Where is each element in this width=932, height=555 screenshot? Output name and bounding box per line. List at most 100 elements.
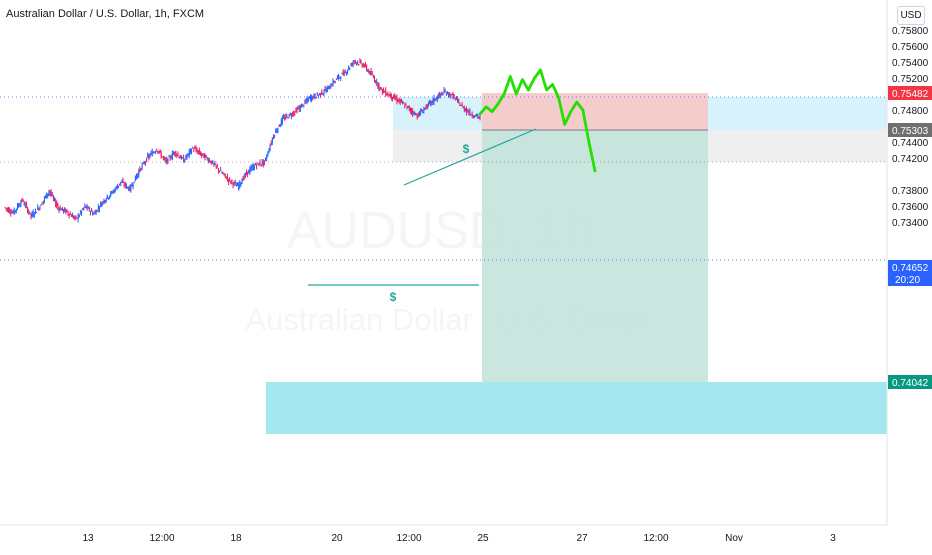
upper-trendline[interactable]	[403, 128, 537, 186]
candle-body	[317, 95, 319, 97]
candle-body	[195, 147, 197, 151]
candle-body	[261, 161, 263, 165]
candle-body	[242, 177, 244, 181]
candle-body	[473, 116, 475, 118]
candle-body	[259, 162, 261, 165]
candle-body	[130, 184, 132, 191]
candle-body	[120, 181, 122, 184]
candle-body	[173, 153, 175, 155]
candle-body	[359, 60, 361, 63]
candle-body	[237, 184, 239, 186]
candle-body	[131, 185, 133, 187]
candle-body	[461, 104, 463, 106]
candle-body	[303, 105, 305, 107]
candle-body	[328, 85, 330, 87]
candle-body	[323, 92, 325, 94]
candle-body	[288, 114, 290, 118]
candle-body	[342, 72, 344, 75]
candle-body	[97, 206, 99, 210]
candle-body	[143, 163, 145, 165]
time-tick-5: 25	[477, 533, 489, 544]
candle-body	[36, 211, 38, 213]
candle-body	[374, 77, 376, 82]
candle-body	[306, 98, 308, 102]
candle-body	[274, 135, 276, 137]
candle-body	[422, 112, 424, 114]
candle-body	[352, 62, 354, 64]
currency-button[interactable]: USD	[897, 6, 925, 25]
candle-body	[4, 207, 6, 209]
candle-body	[343, 71, 345, 76]
candle-body	[205, 155, 207, 157]
candle-body	[210, 161, 212, 163]
demand-zone[interactable]	[266, 382, 887, 434]
candle-body	[102, 201, 104, 203]
candle-body	[244, 173, 246, 177]
candle-body	[430, 100, 432, 104]
candle-body	[360, 61, 362, 64]
candle-body	[402, 102, 404, 104]
candle-body	[166, 158, 168, 163]
candle-body	[118, 185, 120, 187]
candle-body	[193, 149, 195, 151]
candle-body	[220, 170, 222, 172]
candle-body	[66, 209, 68, 212]
candle-body	[265, 157, 267, 161]
candle-body	[420, 111, 422, 115]
candle-body	[96, 210, 98, 212]
candle-body	[90, 211, 92, 213]
candle-body	[285, 115, 287, 119]
candle-body	[468, 111, 470, 114]
candle-body	[396, 97, 398, 102]
candle-body	[81, 210, 83, 214]
candle-body	[426, 104, 428, 109]
price-tag-1	[888, 123, 932, 137]
stop-loss-zone[interactable]	[482, 93, 708, 130]
candle-body	[424, 107, 426, 109]
time-axis-ticks: 13 12:00 18 20 12:00 25 27 12:00 Nov 3	[82, 533, 836, 544]
candle-body	[164, 157, 166, 159]
candle-body	[322, 93, 324, 95]
candle-body	[456, 98, 458, 100]
candle-body	[264, 160, 266, 163]
candle-body	[390, 93, 392, 99]
price-projection[interactable]	[478, 68, 597, 173]
candle-body	[292, 113, 294, 116]
candle-body	[436, 96, 438, 100]
price-tick-7: 0.74200	[892, 154, 929, 165]
time-axis[interactable]	[0, 525, 887, 550]
candle-body	[404, 106, 406, 108]
candle-body	[471, 114, 473, 116]
candle-body	[472, 116, 474, 118]
candle-body	[284, 117, 286, 120]
candle-body	[28, 211, 30, 213]
candle-body	[123, 184, 125, 186]
candle-body	[377, 82, 379, 88]
price-tag-2	[888, 260, 932, 286]
candle-body	[17, 204, 19, 210]
candle-body	[211, 160, 213, 165]
candle-body	[106, 194, 108, 198]
candle-body	[339, 76, 341, 78]
candle-body	[75, 216, 77, 218]
candle-body	[204, 155, 206, 160]
candle-body	[361, 64, 363, 67]
candle-body	[47, 193, 49, 197]
price-tag-label-3: 0.74042	[892, 378, 929, 389]
candle-body	[414, 113, 416, 116]
candle-body	[405, 104, 407, 106]
candle-body	[448, 92, 450, 96]
candle-body	[298, 107, 300, 110]
candle-body	[160, 153, 162, 158]
candle-body	[8, 208, 10, 213]
candle-body	[267, 153, 269, 155]
candle-body	[258, 163, 260, 166]
candle-body	[465, 109, 467, 111]
candle-body	[458, 99, 460, 102]
candle-body	[462, 106, 464, 109]
candle-body	[20, 202, 22, 206]
candle-body	[146, 158, 148, 162]
candle-body	[301, 106, 303, 108]
